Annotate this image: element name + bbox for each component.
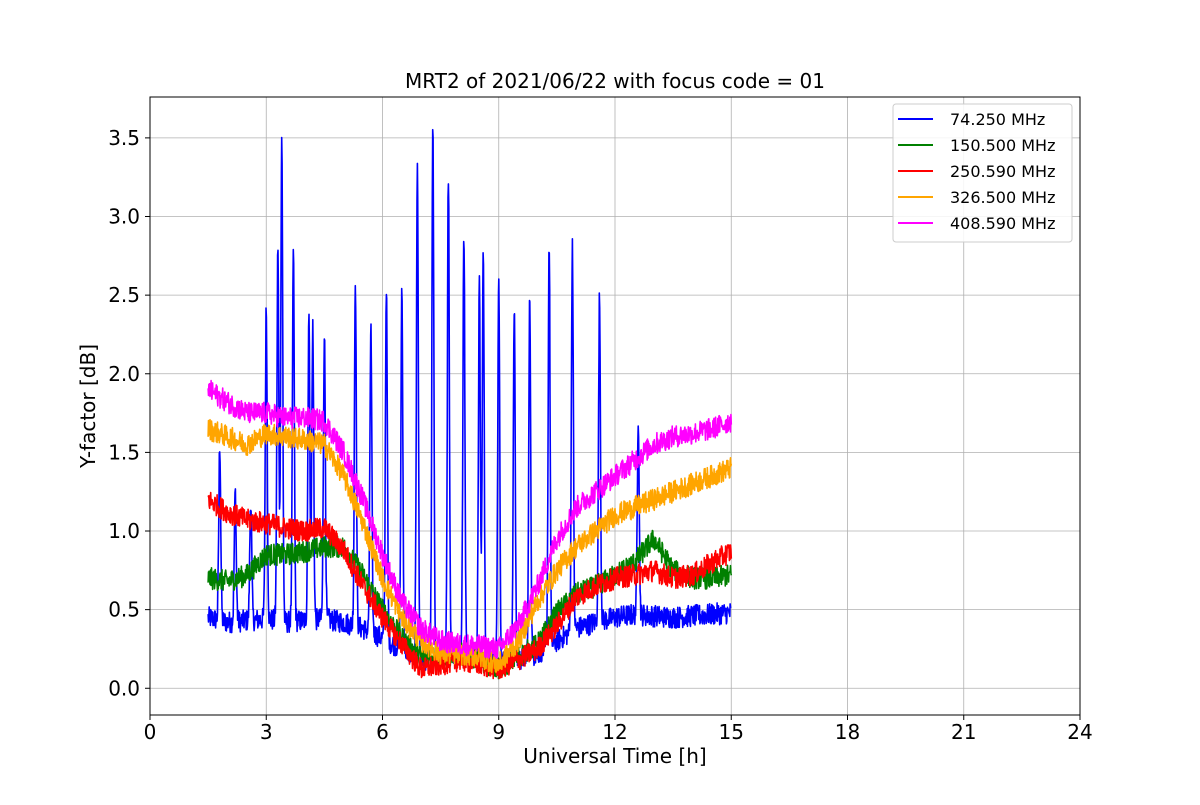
x-tick-label: 3 xyxy=(260,720,273,744)
y-axis-label: Y-factor [dB] xyxy=(76,344,100,469)
x-tick-label: 15 xyxy=(719,720,744,744)
legend-label-1: 74.250 MHz xyxy=(950,110,1045,129)
x-tick-label: 9 xyxy=(492,720,505,744)
series-line-5 xyxy=(207,379,733,660)
chart-title: MRT2 of 2021/06/22 with focus code = 01 xyxy=(405,69,825,93)
series-line-3 xyxy=(207,491,733,680)
legend-frame xyxy=(892,103,1073,243)
x-tick-label: 6 xyxy=(376,720,389,744)
y-tick-label: 2.5 xyxy=(108,283,140,307)
series-layer xyxy=(207,128,733,680)
legend-label-3: 250.590 MHz xyxy=(950,162,1055,181)
y-tick-label: 0.5 xyxy=(108,598,140,622)
y-tick-label: 0.0 xyxy=(108,676,140,700)
y-tick-label: 3.5 xyxy=(108,126,140,150)
y-tick-label: 1.5 xyxy=(108,440,140,464)
x-tick-label: 0 xyxy=(144,720,157,744)
x-tick-label: 12 xyxy=(602,720,627,744)
x-tick-label: 21 xyxy=(951,720,976,744)
plot-area xyxy=(207,128,733,680)
legend: 74.250 MHz 150.500 MHz 250.590 MHz 326.500 … xyxy=(892,103,1073,243)
y-tick-label: 1.0 xyxy=(108,519,140,543)
x-tick-label: 18 xyxy=(835,720,860,744)
legend-label-5: 408.590 MHz xyxy=(950,214,1055,233)
y-tick-label: 2.0 xyxy=(108,362,140,386)
y-tick-label: 3.0 xyxy=(108,205,140,229)
x-tick-label: 24 xyxy=(1067,720,1092,744)
ticks: 0 3 6 9 12 15 18 21 24 0.0 0.5 1.0 1.5 2.0 2.5 3.0 3.5 xyxy=(108,126,1093,744)
x-axis-label: Universal Time [h] xyxy=(523,744,706,768)
legend-label-2: 150.500 MHz xyxy=(950,136,1055,155)
legend-label-4: 326.500 MHz xyxy=(950,188,1055,207)
